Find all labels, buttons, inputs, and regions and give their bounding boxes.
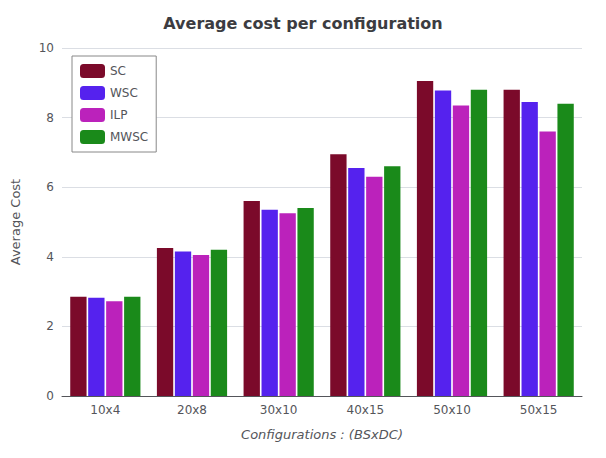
svg-text:20x8: 20x8 [177,403,207,417]
svg-text:2: 2 [46,319,54,333]
svg-text:SC: SC [110,64,126,78]
svg-text:50x10: 50x10 [433,403,471,417]
svg-text:MWSC: MWSC [110,130,148,144]
svg-text:0: 0 [46,389,54,403]
svg-text:30x10: 30x10 [260,403,298,417]
svg-text:50x15: 50x15 [520,403,558,417]
svg-text:Average cost per configuration: Average cost per configuration [163,14,442,33]
svg-text:40x15: 40x15 [347,403,385,417]
svg-text:Configurations : (BSxDC): Configurations : (BSxDC) [241,427,403,442]
svg-text:4: 4 [46,250,54,264]
svg-text:ILP: ILP [110,108,127,122]
svg-text:10x4: 10x4 [90,403,120,417]
svg-text:Average Cost: Average Cost [8,179,23,265]
svg-text:6: 6 [46,180,54,194]
svg-text:10: 10 [39,41,54,55]
svg-text:WSC: WSC [110,86,138,100]
svg-text:8: 8 [46,111,54,125]
